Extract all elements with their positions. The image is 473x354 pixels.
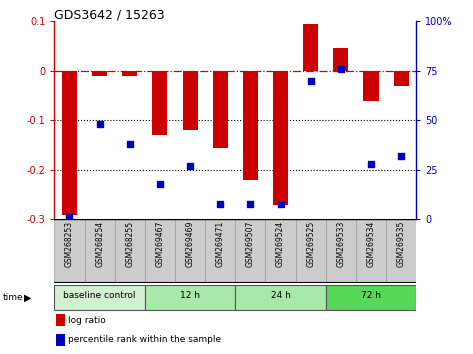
Bar bbox=[114, 219, 145, 283]
Text: percentile rank within the sample: percentile rank within the sample bbox=[68, 335, 221, 344]
Text: baseline control: baseline control bbox=[63, 291, 136, 301]
Bar bbox=[56, 333, 65, 346]
Text: GSM268254: GSM268254 bbox=[95, 221, 104, 267]
Bar bbox=[265, 219, 296, 283]
Bar bbox=[333, 48, 349, 71]
Text: GSM269524: GSM269524 bbox=[276, 221, 285, 267]
Text: GSM269534: GSM269534 bbox=[367, 221, 376, 267]
Bar bbox=[235, 219, 265, 283]
Text: GSM269467: GSM269467 bbox=[156, 221, 165, 267]
Point bbox=[217, 201, 224, 206]
Bar bbox=[356, 219, 386, 283]
Point bbox=[337, 66, 345, 72]
Text: GSM268253: GSM268253 bbox=[65, 221, 74, 267]
Text: GSM269471: GSM269471 bbox=[216, 221, 225, 267]
Bar bbox=[363, 71, 378, 101]
Point bbox=[96, 121, 104, 127]
Bar bbox=[243, 71, 258, 180]
Bar bbox=[205, 219, 235, 283]
Point bbox=[367, 161, 375, 167]
Text: GSM269533: GSM269533 bbox=[336, 221, 345, 267]
Text: log ratio: log ratio bbox=[68, 316, 106, 325]
Bar bbox=[54, 219, 85, 283]
Bar bbox=[326, 285, 416, 310]
Point bbox=[186, 163, 194, 169]
Text: ▶: ▶ bbox=[24, 292, 31, 302]
Text: GSM269507: GSM269507 bbox=[246, 221, 255, 267]
Text: 72 h: 72 h bbox=[361, 291, 381, 301]
Text: time: time bbox=[2, 293, 23, 302]
Bar bbox=[54, 285, 145, 310]
Text: 12 h: 12 h bbox=[180, 291, 200, 301]
Text: GSM269469: GSM269469 bbox=[185, 221, 194, 267]
Bar bbox=[122, 71, 137, 76]
Bar bbox=[56, 314, 65, 326]
Text: GSM269525: GSM269525 bbox=[306, 221, 315, 267]
Bar bbox=[296, 219, 326, 283]
Point bbox=[126, 141, 133, 147]
Point bbox=[66, 215, 73, 220]
Text: GDS3642 / 15263: GDS3642 / 15263 bbox=[54, 9, 165, 22]
Bar bbox=[326, 219, 356, 283]
Bar bbox=[85, 219, 114, 283]
Bar bbox=[394, 71, 409, 86]
Bar bbox=[62, 71, 77, 215]
Bar bbox=[92, 71, 107, 76]
Bar bbox=[152, 71, 167, 135]
Bar bbox=[303, 24, 318, 71]
Text: GSM268255: GSM268255 bbox=[125, 221, 134, 267]
Point bbox=[156, 181, 164, 187]
Point bbox=[307, 78, 315, 84]
Point bbox=[277, 201, 284, 206]
Bar bbox=[386, 219, 416, 283]
Text: 24 h: 24 h bbox=[271, 291, 290, 301]
Bar bbox=[145, 285, 235, 310]
Bar bbox=[213, 71, 228, 148]
Bar bbox=[235, 285, 326, 310]
Point bbox=[246, 201, 254, 206]
Bar bbox=[273, 71, 288, 205]
Text: GSM269535: GSM269535 bbox=[397, 221, 406, 267]
Bar bbox=[183, 71, 198, 130]
Point bbox=[397, 153, 405, 159]
Bar bbox=[175, 219, 205, 283]
Bar bbox=[145, 219, 175, 283]
